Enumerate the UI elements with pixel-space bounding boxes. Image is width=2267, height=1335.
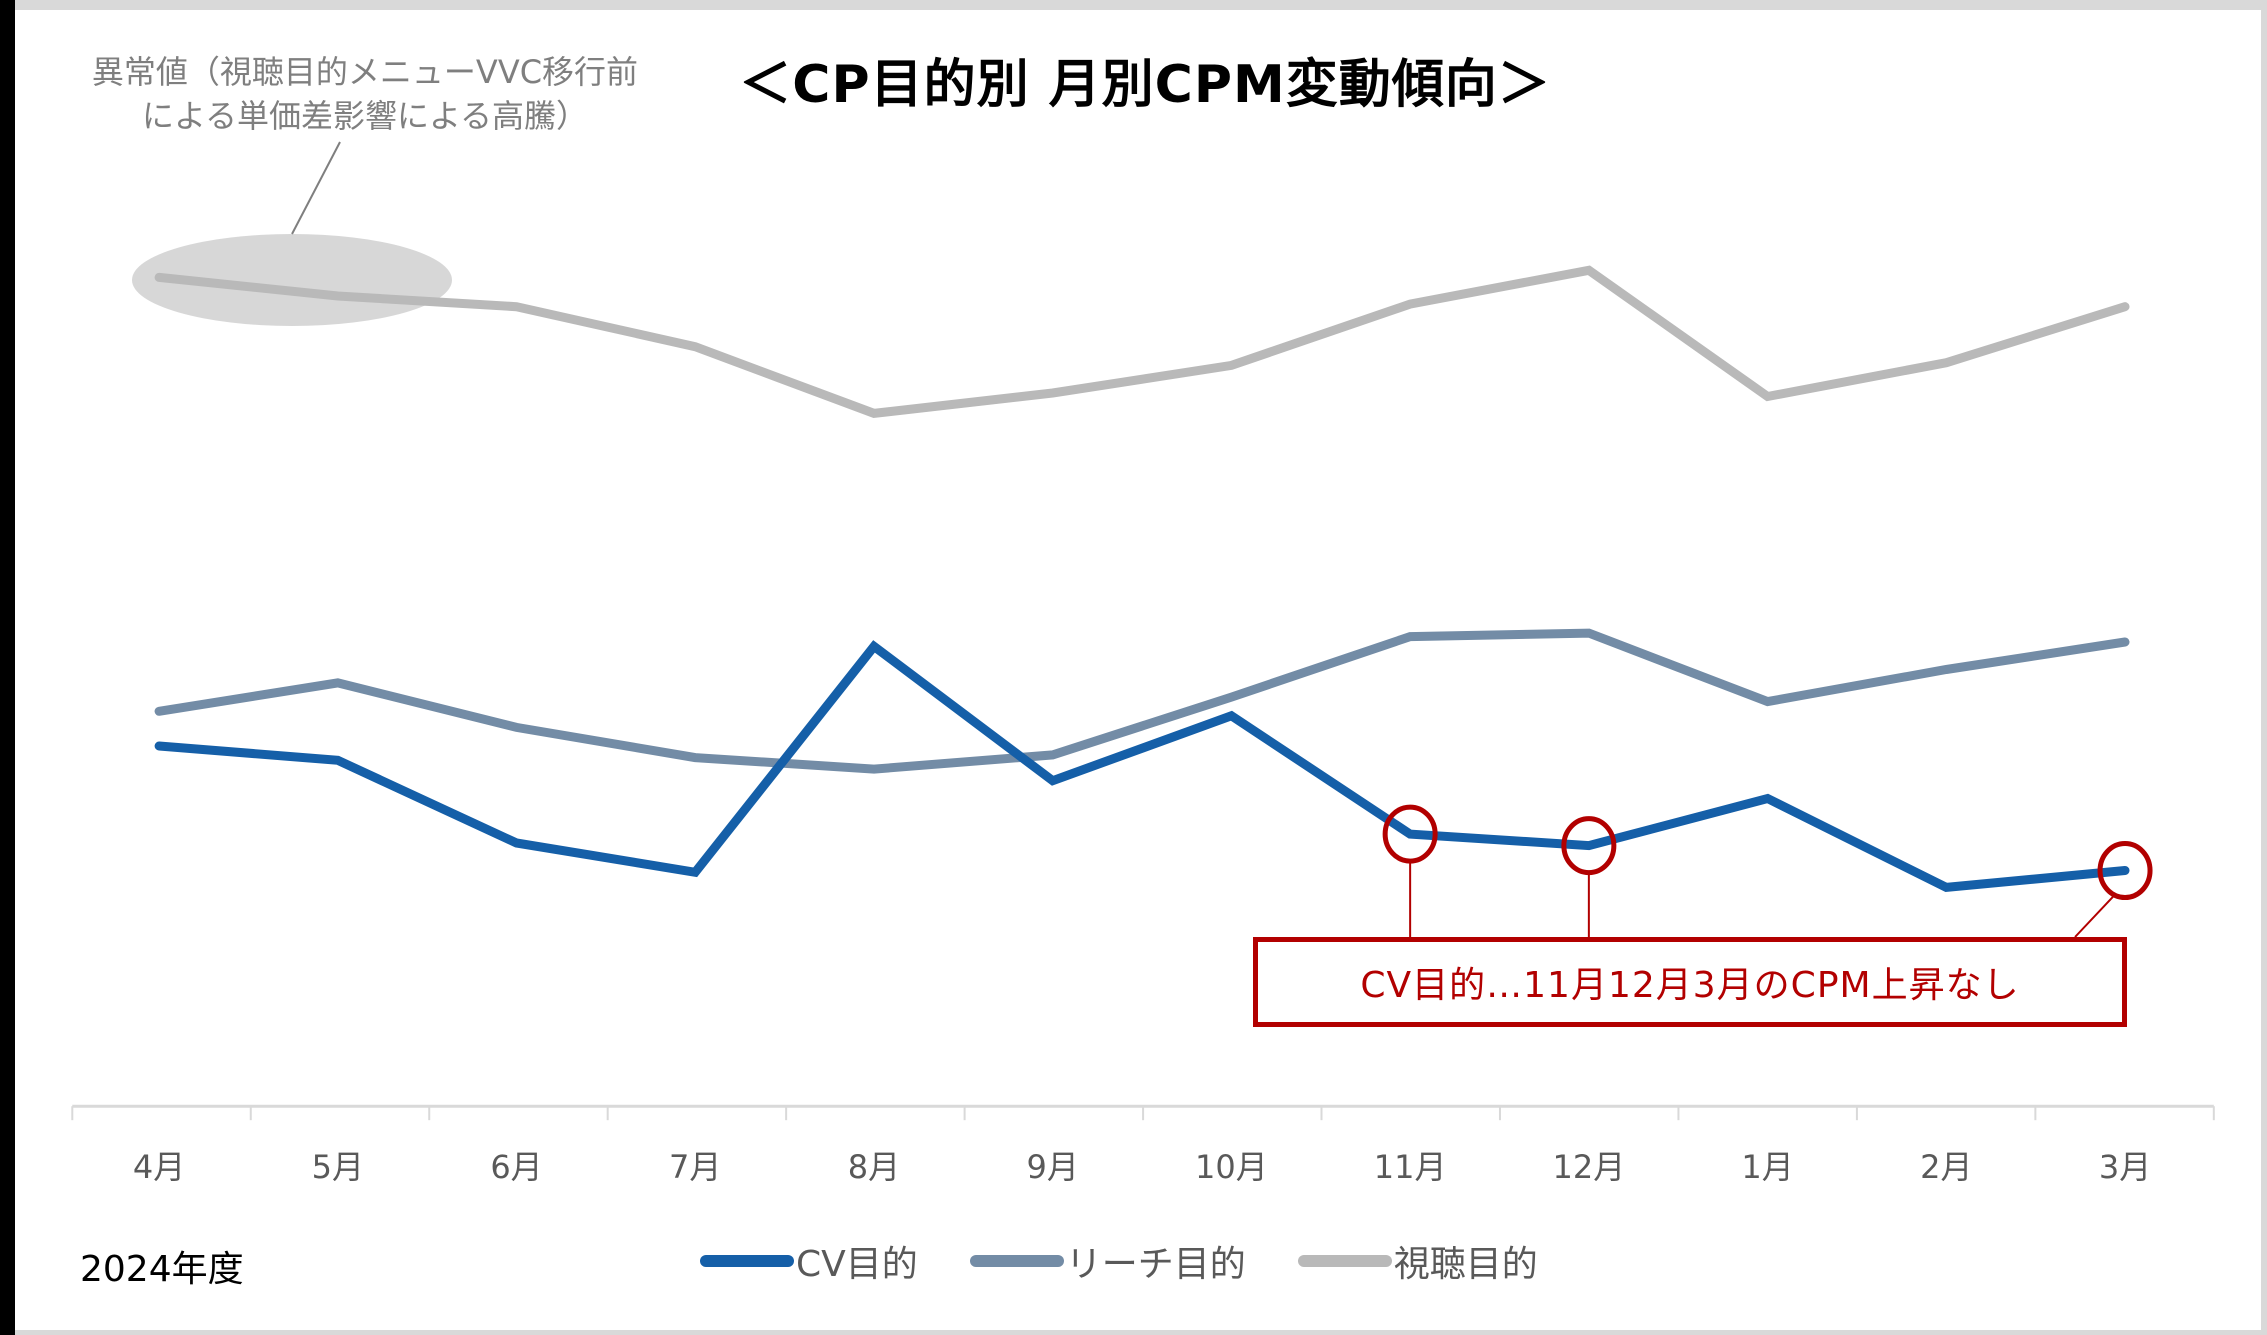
x-axis-label: 2月 bbox=[1920, 1148, 1973, 1186]
legend-label-cv: CV目的 bbox=[796, 1244, 918, 1285]
outlier-annotation-line1: 異常値（視聴目的メニューVVC移行前 bbox=[91, 53, 639, 91]
chart-legend: CV目的 リーチ目的 視聴目的 bbox=[700, 1236, 1590, 1286]
x-axis-label: 6月 bbox=[490, 1148, 543, 1186]
x-axis-label: 4月 bbox=[132, 1148, 186, 1186]
legend-swatch-reach-icon bbox=[969, 1255, 1064, 1267]
x-axis bbox=[71, 1104, 2215, 1121]
legend-swatch-cv-icon bbox=[700, 1255, 794, 1267]
frame-top-border bbox=[15, 0, 2267, 10]
cv-callout-box: CV目的…11月12月3月のCPM上昇なし bbox=[1253, 937, 2127, 1027]
x-axis-label: 9月 bbox=[1026, 1148, 1079, 1186]
legend-item-reach[interactable]: リーチ目的 bbox=[969, 1235, 1246, 1287]
legend-item-view[interactable]: 視聴目的 bbox=[1297, 1235, 1538, 1287]
frame-bottom-border bbox=[15, 1330, 2267, 1335]
legend-label-reach: リーチ目的 bbox=[1065, 1244, 1246, 1285]
series-line-1 bbox=[154, 628, 2130, 774]
x-axis-label: 5月 bbox=[311, 1148, 364, 1186]
x-axis-label: 7月 bbox=[669, 1148, 722, 1186]
chart-title: ＜CP目的別 月別CPM変動傾向＞ bbox=[739, 55, 1551, 115]
outlier-leader-line bbox=[291, 141, 341, 235]
x-axis-label: 1月 bbox=[1741, 1148, 1794, 1186]
fiscal-year-label: 2024年度 bbox=[80, 1249, 244, 1290]
frame-right-border bbox=[2261, 0, 2267, 1335]
legend-swatch-view-icon bbox=[1297, 1255, 1392, 1267]
x-axis-label: 10月 bbox=[1195, 1148, 1268, 1186]
callout-leader-line bbox=[2074, 893, 2116, 938]
frame-left-border bbox=[0, 0, 15, 1335]
cv-callout-text: CV目的…11月12月3月のCPM上昇なし bbox=[1360, 965, 2020, 1006]
x-axis-label: 12月 bbox=[1552, 1148, 1626, 1186]
outlier-highlight-ellipse bbox=[132, 234, 452, 326]
outlier-annotation: 異常値（視聴目的メニューVVC移行前 による単価差影響による高騰） bbox=[40, 50, 690, 138]
x-axis-label: 11月 bbox=[1373, 1148, 1447, 1186]
outlier-annotation-line2: による単価差影響による高騰） bbox=[141, 97, 589, 135]
x-axis-label: 8月 bbox=[847, 1148, 901, 1186]
series-line-2 bbox=[154, 265, 2130, 418]
legend-label-view: 視聴目的 bbox=[1393, 1244, 1538, 1285]
callout-markers bbox=[1382, 804, 2153, 938]
series-lines bbox=[154, 265, 2130, 893]
series-line-0 bbox=[154, 640, 2130, 893]
x-axis-label: 3月 bbox=[2098, 1148, 2152, 1186]
legend-item-cv[interactable]: CV目的 bbox=[700, 1235, 918, 1287]
highlight-circle-3月 bbox=[2097, 841, 2153, 901]
